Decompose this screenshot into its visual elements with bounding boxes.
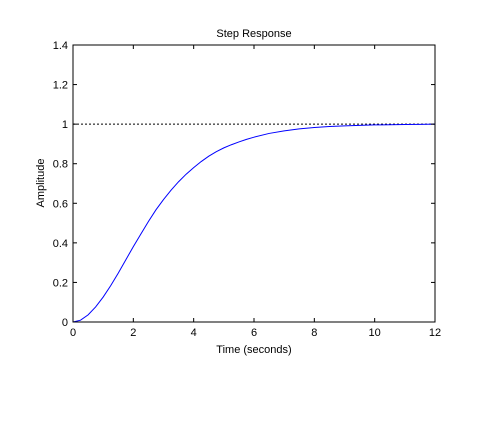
step-response-curve xyxy=(72,123,436,323)
y-tick-label: 1 xyxy=(62,119,68,131)
y-tick-label: 0 xyxy=(62,317,68,329)
x-tick-label: 0 xyxy=(70,327,76,339)
y-tick-label: 0.8 xyxy=(53,159,68,171)
x-axis-label: Time (seconds) xyxy=(216,344,291,356)
y-tick-label: 1.2 xyxy=(53,80,68,92)
series-layer xyxy=(72,123,436,323)
y-axis-ticks: 0 0.2 0.4 0.6 0.8 1 1.2 1.4 xyxy=(53,40,435,329)
plot-area xyxy=(72,44,436,323)
y-tick-label: 1.4 xyxy=(53,40,68,52)
y-tick-label: 0.4 xyxy=(53,238,68,250)
x-axis-ticks: 0 2 4 6 8 10 12 xyxy=(70,45,441,339)
y-tick-label: 0.6 xyxy=(53,198,68,210)
x-tick-label: 10 xyxy=(369,327,381,339)
x-tick-label: 4 xyxy=(191,327,197,339)
chart-title: Step Response xyxy=(216,28,291,40)
x-tick-label: 8 xyxy=(311,327,317,339)
x-tick-label: 12 xyxy=(429,327,441,339)
x-tick-label: 6 xyxy=(251,327,257,339)
y-tick-label: 0.2 xyxy=(53,277,68,289)
y-axis-label: Amplitude xyxy=(35,159,47,208)
x-tick-label: 2 xyxy=(130,327,136,339)
